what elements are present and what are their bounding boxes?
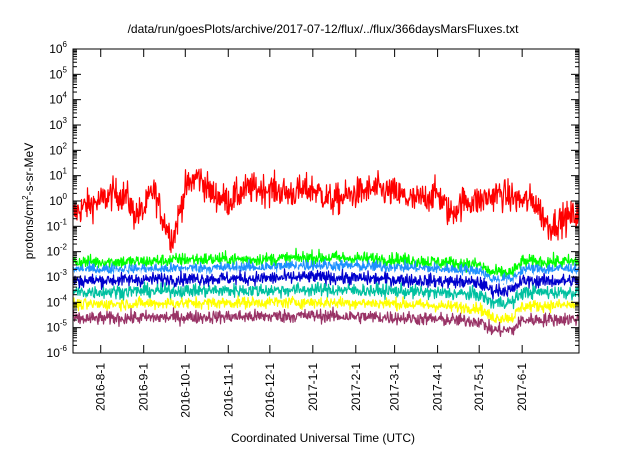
x-tick-label: 2017-5-1 xyxy=(472,363,486,411)
x-tick-label: 2016-8-1 xyxy=(94,363,108,411)
y-tick-label: 101 xyxy=(49,167,67,183)
series-line-6 xyxy=(72,281,580,310)
y-tick-label-base: 10 xyxy=(49,118,63,132)
y-axis-label: protons/cm2-s-sr-MeV xyxy=(21,143,36,259)
y-tick-label-exp: -5 xyxy=(60,319,68,328)
y-tick-label: 100 xyxy=(49,192,67,208)
y-tick-label-base: 10 xyxy=(49,42,63,56)
x-tick-label: 2017-1-1 xyxy=(306,363,320,411)
series-layer xyxy=(72,168,580,337)
y-tick-label-exp: 1 xyxy=(63,167,68,176)
series-line-2 xyxy=(72,247,580,278)
series-line-1 xyxy=(72,168,580,254)
x-tick-label: 2017-3-1 xyxy=(388,363,402,411)
y-tick-label-exp: 5 xyxy=(63,65,68,74)
x-tick-label: 2016-10-1 xyxy=(178,363,192,418)
y-axis-label-tail: -s-sr-MeV xyxy=(22,143,36,196)
y-tick-label: 105 xyxy=(49,65,67,81)
y-tick-label-exp: -2 xyxy=(60,243,68,252)
y-tick-label-base: 10 xyxy=(49,93,63,107)
y-tick-label-exp: 2 xyxy=(63,141,68,150)
y-axis-label-sup: 2 xyxy=(21,195,30,200)
x-axis: 2016-8-1 2016-9-1 2016-10-1 2016-11-1 2016-1… xyxy=(94,49,529,418)
y-tick-label-exp: -6 xyxy=(60,344,68,353)
y-tick-label: 10-3 xyxy=(47,268,68,284)
y-tick-label-base: 10 xyxy=(49,194,63,208)
y-tick-label-base: 10 xyxy=(47,346,61,360)
x-axis-label: Coordinated Universal Time (UTC) xyxy=(231,431,415,445)
y-tick-label-exp: -1 xyxy=(60,217,68,226)
x-tick-label: 2016-11-1 xyxy=(221,363,235,417)
y-tick-label-exp: 0 xyxy=(63,192,68,201)
y-tick-label-exp: -4 xyxy=(60,293,68,302)
y-tick-label-base: 10 xyxy=(47,219,61,233)
y-tick-label: 106 xyxy=(49,40,67,56)
y-tick-label-base: 10 xyxy=(47,321,61,335)
y-tick-label-base: 10 xyxy=(47,270,61,284)
y-tick-label-base: 10 xyxy=(47,295,61,309)
y-tick-label: 10-1 xyxy=(47,217,68,233)
y-tick-label-base: 10 xyxy=(49,169,63,183)
y-axis: 10-610-510-410-310-210-11001011021031041… xyxy=(47,40,579,360)
y-tick-label: 104 xyxy=(49,91,67,107)
y-tick-label-base: 10 xyxy=(49,67,63,81)
x-tick-label: 2016-9-1 xyxy=(137,363,151,411)
y-tick-label-exp: 3 xyxy=(63,116,68,125)
x-tick-label: 2017-6-1 xyxy=(515,363,529,411)
y-tick-label: 103 xyxy=(49,116,67,132)
y-tick-label: 10-6 xyxy=(47,344,68,360)
series-line-7 xyxy=(72,295,580,324)
x-tick-label: 2017-4-1 xyxy=(431,363,445,411)
x-tick-label: 2017-2-1 xyxy=(349,363,363,411)
y-tick-label-exp: 6 xyxy=(63,40,68,49)
series-line-8 xyxy=(72,306,580,337)
y-axis-label-base: protons/cm xyxy=(22,200,36,259)
y-tick-label: 10-5 xyxy=(47,319,68,335)
y-tick-label-base: 10 xyxy=(47,245,61,259)
y-tick-label-exp: 4 xyxy=(63,91,68,100)
y-tick-label-base: 10 xyxy=(49,143,63,157)
chart-title: /data/run/goesPlots/archive/2017-07-12/f… xyxy=(128,22,520,36)
y-tick-label: 102 xyxy=(49,141,67,157)
series-line-3 xyxy=(72,258,580,286)
y-tick-label: 10-2 xyxy=(47,243,68,259)
y-tick-label: 10-4 xyxy=(47,293,68,309)
x-tick-label: 2016-12-1 xyxy=(263,363,277,418)
y-tick-label-exp: -3 xyxy=(60,268,68,277)
